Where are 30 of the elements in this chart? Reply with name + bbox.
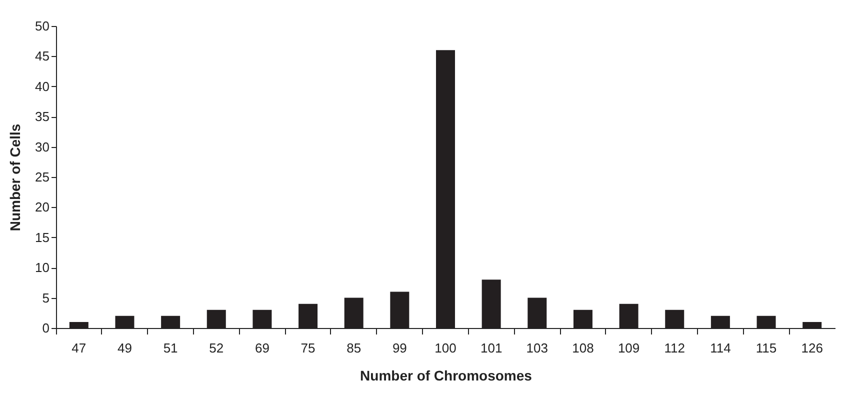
y-tick-label: 20 [35, 200, 50, 215]
x-tick-label: 51 [163, 340, 178, 356]
x-tick-label: 47 [72, 340, 86, 356]
y-tick-label: 10 [35, 260, 50, 276]
x-tick-label: 69 [254, 340, 270, 356]
x-tick-label: 115 [756, 340, 777, 356]
y-tick-label: 15 [35, 230, 50, 245]
y-tick-label: 30 [35, 139, 50, 154]
y-tick-label: 50 [35, 18, 50, 34]
x-tick-label: 101 [480, 340, 502, 356]
x-tick-label: 112 [664, 340, 685, 356]
x-tick-label: 52 [209, 340, 224, 356]
y-tick-label: 35 [35, 109, 50, 124]
y-tick-label: 45 [35, 48, 50, 64]
x-tick-label: 85 [346, 340, 362, 356]
x-tick-label: 75 [300, 340, 316, 356]
x-tick-label: 114 [710, 340, 731, 356]
x-tick-label: 109 [618, 340, 640, 356]
x-tick-label: 99 [392, 340, 407, 356]
x-tick-label: 100 [434, 340, 456, 356]
y-tick-label: 25 [35, 170, 50, 184]
y-tick-label: 5 [42, 290, 50, 306]
x-tick-label: 103 [526, 340, 548, 356]
y-tick-label: 40 [35, 78, 50, 94]
x-tick-label: 126 [801, 340, 823, 356]
y-axis-title: Number of Cells [7, 124, 24, 232]
y-tick-label: 0 [42, 320, 50, 336]
x-tick-label: 108 [572, 340, 594, 356]
x-axis-title: Number of Chromosomes [360, 368, 532, 384]
x-tick-label: 49 [118, 340, 132, 356]
